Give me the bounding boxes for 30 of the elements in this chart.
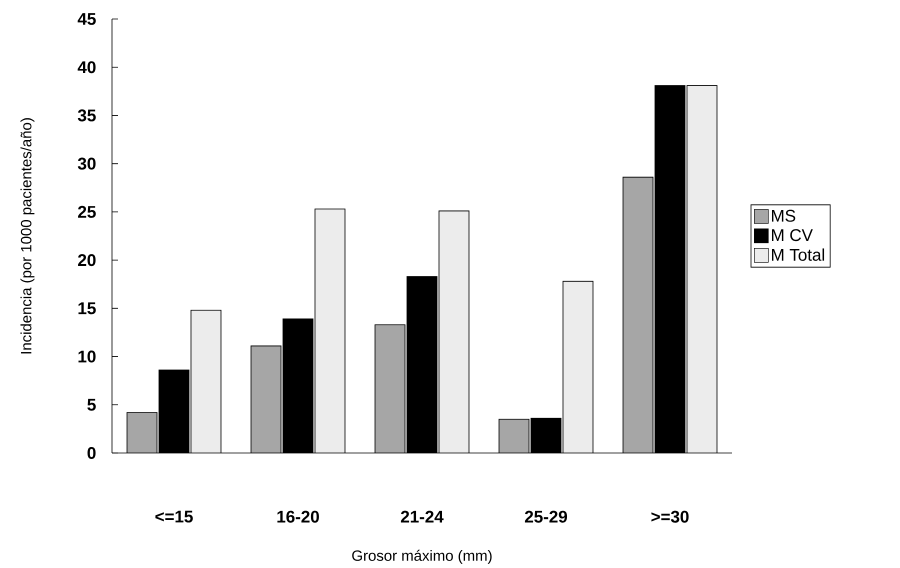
bar [190,310,222,453]
bar [562,280,594,453]
legend-label: M Total [772,248,824,261]
y-tick-label: 0 [88,447,96,459]
bar [438,210,470,453]
legend-label: MS [772,210,796,222]
legend-label: M CV [772,229,813,242]
bar [126,412,158,453]
bar [498,418,530,453]
bar [374,324,406,453]
x-tick-label: 21-24 [400,510,444,523]
y-tick-label: 35 [78,109,96,122]
y-tick-label: 30 [78,158,96,170]
y-axis-title: Incidencia (por 1000 pacientes/año) [20,118,34,354]
x-tick-label: 16-20 [277,510,319,523]
x-tick-label: 25-29 [524,510,568,523]
y-tick-label: 20 [78,254,96,266]
y-tick-label: 5 [87,398,96,411]
bar [314,208,346,453]
y-tick-label: 45 [78,13,96,25]
bar [250,346,282,453]
bar [622,176,654,453]
bar [686,85,718,453]
y-tick-label: 15 [78,302,96,314]
x-axis-title: Grosor máximo (mm) [352,550,492,564]
y-tick-label: 25 [78,206,96,218]
y-tick-label: 10 [78,350,96,363]
x-tick-label: >=30 [651,510,689,523]
y-tick-label: 40 [78,61,96,74]
x-tick-label: <=15 [155,510,193,523]
